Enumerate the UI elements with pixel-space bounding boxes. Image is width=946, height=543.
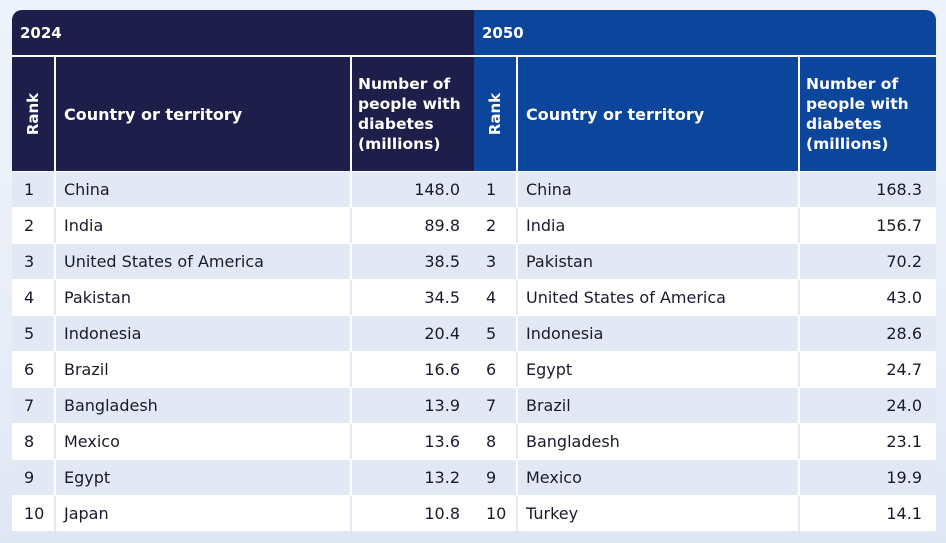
value-cell: 156.7 xyxy=(876,216,922,235)
table-header: Rank Country or territory Number of peop… xyxy=(12,55,474,171)
rank-cell: 7 xyxy=(474,388,518,423)
value-cell: 168.3 xyxy=(876,180,922,199)
country-cell: Mexico xyxy=(56,424,352,459)
number-header: Number of people with diabetes (millions… xyxy=(358,75,461,153)
rank-cell: 1 xyxy=(12,172,56,207)
table-row: 9 Mexico 19.9 xyxy=(474,459,936,495)
rank-cell: 2 xyxy=(474,208,518,243)
country-cell: Brazil xyxy=(56,352,352,387)
value-cell: 10.8 xyxy=(424,504,460,523)
rank-cell: 6 xyxy=(474,352,518,387)
value-cell: 13.6 xyxy=(424,432,460,451)
value-cell: 14.1 xyxy=(886,504,922,523)
table-row: 10 Turkey 14.1 xyxy=(474,495,936,531)
rank-cell: 7 xyxy=(12,388,56,423)
table-row: 1 China 168.3 xyxy=(474,171,936,207)
table-body: 1 China 168.3 2 India 156.7 3 Pakistan 70.2 4 Unit… xyxy=(474,171,936,531)
country-cell: United States of America xyxy=(56,244,352,279)
rank-cell: 9 xyxy=(12,460,56,495)
table-row: 3 Pakistan 70.2 xyxy=(474,243,936,279)
table-row: 6 Brazil 16.6 xyxy=(12,351,474,387)
value-cell: 89.8 xyxy=(424,216,460,235)
country-header: Country or territory xyxy=(518,57,800,171)
rank-cell: 8 xyxy=(12,424,56,459)
table-row: 2 India 156.7 xyxy=(474,207,936,243)
table-row: 4 United States of America 43.0 xyxy=(474,279,936,315)
table-2024: 2024 Rank Country or territory Number of… xyxy=(12,10,474,531)
table-row: 5 Indonesia 20.4 xyxy=(12,315,474,351)
rank-cell: 1 xyxy=(474,172,518,207)
table-row: 2 India 89.8 xyxy=(12,207,474,243)
country-cell: Indonesia xyxy=(518,316,800,351)
rank-cell: 6 xyxy=(12,352,56,387)
country-cell: China xyxy=(518,172,800,207)
value-cell: 20.4 xyxy=(424,324,460,343)
country-cell: Mexico xyxy=(518,460,800,495)
rank-header-label: Rank xyxy=(486,92,505,136)
value-cell: 19.9 xyxy=(886,468,922,487)
rank-cell: 10 xyxy=(12,496,56,531)
year-title: 2050 xyxy=(474,10,936,55)
rank-cell: 3 xyxy=(474,244,518,279)
value-cell: 23.1 xyxy=(886,432,922,451)
country-cell: Indonesia xyxy=(56,316,352,351)
table-row: 8 Mexico 13.6 xyxy=(12,423,474,459)
table-row: 1 China 148.0 xyxy=(12,171,474,207)
table-header: Rank Country or territory Number of peop… xyxy=(474,55,936,171)
value-cell: 28.6 xyxy=(886,324,922,343)
country-cell: Turkey xyxy=(518,496,800,531)
rank-cell: 5 xyxy=(474,316,518,351)
year-title: 2024 xyxy=(12,10,474,55)
value-cell: 43.0 xyxy=(886,288,922,307)
value-cell: 34.5 xyxy=(424,288,460,307)
table-row: 6 Egypt 24.7 xyxy=(474,351,936,387)
country-cell: India xyxy=(56,208,352,243)
value-cell: 16.6 xyxy=(424,360,460,379)
country-cell: Egypt xyxy=(518,352,800,387)
country-header: Country or territory xyxy=(56,57,352,171)
number-header: Number of people with diabetes (millions… xyxy=(806,75,909,153)
table-2050: 2050 Rank Country or territory Number of… xyxy=(474,10,936,531)
rank-header: Rank xyxy=(474,57,518,171)
table-row: 3 United States of America 38.5 xyxy=(12,243,474,279)
table-row: 7 Brazil 24.0 xyxy=(474,387,936,423)
value-cell: 70.2 xyxy=(886,252,922,271)
table-row: 7 Bangladesh 13.9 xyxy=(12,387,474,423)
rank-cell: 10 xyxy=(474,496,518,531)
value-cell: 38.5 xyxy=(424,252,460,271)
country-cell: Egypt xyxy=(56,460,352,495)
table-row: 5 Indonesia 28.6 xyxy=(474,315,936,351)
country-cell: United States of America xyxy=(518,280,800,315)
rank-cell: 5 xyxy=(12,316,56,351)
value-cell: 13.9 xyxy=(424,396,460,415)
rank-cell: 4 xyxy=(12,280,56,315)
rank-cell: 4 xyxy=(474,280,518,315)
rank-cell: 3 xyxy=(12,244,56,279)
rank-cell: 2 xyxy=(12,208,56,243)
country-cell: Pakistan xyxy=(518,244,800,279)
value-cell: 13.2 xyxy=(424,468,460,487)
value-cell: 24.7 xyxy=(886,360,922,379)
table-row: 8 Bangladesh 23.1 xyxy=(474,423,936,459)
table-row: 4 Pakistan 34.5 xyxy=(12,279,474,315)
table-row: 10 Japan 10.8 xyxy=(12,495,474,531)
country-cell: India xyxy=(518,208,800,243)
country-cell: Bangladesh xyxy=(518,424,800,459)
table-body: 1 China 148.0 2 India 89.8 3 United States of A… xyxy=(12,171,474,531)
table-row: 9 Egypt 13.2 xyxy=(12,459,474,495)
value-cell: 148.0 xyxy=(414,180,460,199)
country-cell: China xyxy=(56,172,352,207)
rank-header-label: Rank xyxy=(24,92,43,136)
country-cell: Japan xyxy=(56,496,352,531)
country-cell: Bangladesh xyxy=(56,388,352,423)
rank-cell: 9 xyxy=(474,460,518,495)
rank-header: Rank xyxy=(12,57,56,171)
value-cell: 24.0 xyxy=(886,396,922,415)
rank-cell: 8 xyxy=(474,424,518,459)
country-cell: Brazil xyxy=(518,388,800,423)
country-cell: Pakistan xyxy=(56,280,352,315)
